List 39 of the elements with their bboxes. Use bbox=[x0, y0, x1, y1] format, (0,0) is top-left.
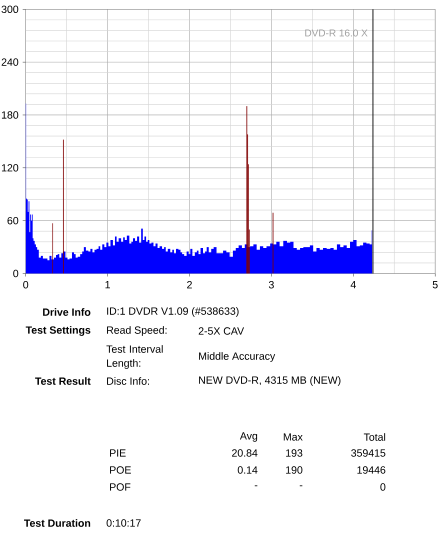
text: 2-5X CAV bbox=[198, 327, 244, 335]
x-tick-label: 2 bbox=[187, 281, 192, 288]
text: NEW DVD-R, 4315 MB (NEW) bbox=[199, 376, 340, 386]
text: PIE bbox=[110, 449, 126, 457]
text: ID:1 DVDR V1.09 (#538633) bbox=[107, 307, 239, 317]
text: 190 bbox=[286, 466, 302, 474]
text: 0 bbox=[380, 483, 386, 491]
x-tick-label: 1 bbox=[105, 281, 110, 288]
y-tick-label: 300 bbox=[2, 6, 18, 14]
text: Total bbox=[364, 433, 386, 441]
text: 0:10:17 bbox=[106, 519, 141, 527]
text: POF bbox=[110, 483, 130, 491]
text: Test Duration bbox=[24, 519, 90, 527]
y-tick-label: 0 bbox=[13, 270, 18, 278]
text: 0.14 bbox=[238, 466, 258, 474]
text: Middle Accuracy bbox=[199, 352, 276, 362]
text: Disc Info: bbox=[107, 377, 149, 385]
text: Test Interval Length: bbox=[106, 345, 163, 369]
text: 20.84 bbox=[232, 449, 258, 457]
x-tick-label: 0 bbox=[23, 281, 28, 288]
text: Drive Info bbox=[43, 308, 90, 316]
text: Read Speed: bbox=[107, 326, 167, 336]
text: POE bbox=[110, 466, 131, 474]
text: - bbox=[300, 485, 302, 486]
x-tick-label: 3 bbox=[268, 281, 274, 288]
y-tick-label: 180 bbox=[2, 111, 18, 119]
x-tick-label: 5 bbox=[432, 281, 438, 288]
y-tick-label: 240 bbox=[2, 58, 18, 66]
text: 19446 bbox=[357, 466, 386, 474]
x-tick-label: 4 bbox=[350, 281, 356, 288]
text: Test Settings bbox=[26, 326, 90, 336]
y-tick-label: 120 bbox=[2, 164, 18, 172]
text: - bbox=[254, 485, 258, 486]
text: Test Result bbox=[35, 377, 91, 385]
text: Max bbox=[284, 433, 303, 441]
y-tick-label: 60 bbox=[8, 216, 18, 224]
text: Avg bbox=[240, 432, 258, 442]
text: 193 bbox=[286, 449, 302, 457]
text: 359415 bbox=[351, 449, 386, 457]
